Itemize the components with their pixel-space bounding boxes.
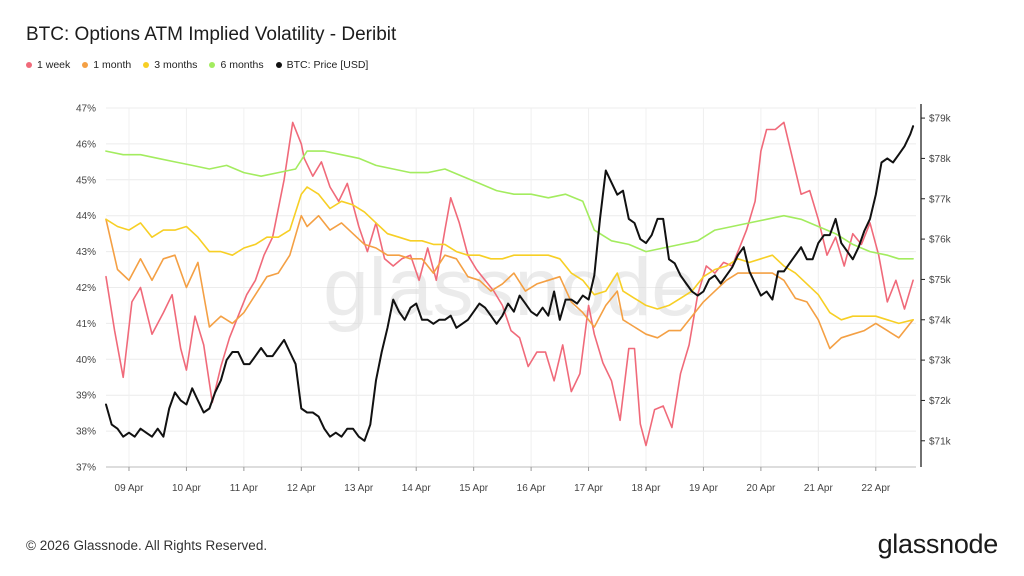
series-line-1-month: [105, 214, 914, 350]
left-tick-label: 37%: [76, 463, 96, 474]
x-tick-label: 11 Apr: [230, 483, 259, 494]
legend-label: BTC: Price [USD]: [286, 59, 369, 71]
left-tick-label: 45%: [76, 175, 96, 186]
chart-title: BTC: Options ATM Implied Volatility - De…: [26, 24, 397, 45]
right-tick-label: $78k: [929, 154, 952, 165]
series-line-btc-price-usd: [105, 125, 915, 442]
legend-dot-icon: [82, 62, 89, 68]
x-tick-label: 19 Apr: [689, 483, 719, 494]
right-tick-label: $76k: [929, 235, 952, 246]
legend-label: 6 months: [220, 59, 264, 71]
legend-item[interactable]: 3 months: [143, 59, 197, 71]
left-tick-label: 43%: [76, 247, 96, 258]
x-tick-label: 22 Apr: [861, 483, 891, 494]
right-tick-label: $79k: [929, 114, 952, 125]
legend-dot-icon: [275, 62, 282, 68]
chart-legend: 1 week 1 month 3 months 6 months BTC: Price …: [26, 59, 368, 71]
x-tick-label: 17 Apr: [574, 483, 604, 494]
right-tick-label: $72k: [929, 396, 952, 407]
x-tick-label: 09 Apr: [115, 483, 145, 494]
left-tick-label: 38%: [76, 427, 96, 438]
series-line-3-months: [105, 186, 914, 325]
legend-label: 1 week: [37, 59, 71, 71]
right-tick-label: $73k: [929, 356, 952, 367]
x-tick-label: 10 Apr: [172, 483, 202, 494]
x-tick-label: 18 Apr: [632, 483, 662, 494]
left-y-axis: 37% 38% 39% 40% 41% 42% 43% 44% 45% 46% 47%: [76, 104, 96, 474]
x-axis: 09 Apr 10 Apr 11 Apr 12 Apr 13 Apr 14 Apr 15 A…: [106, 466, 916, 494]
legend-item[interactable]: 1 week: [26, 59, 70, 71]
series-line-6-months: [105, 150, 914, 260]
left-tick-label: 42%: [76, 283, 96, 294]
x-tick-label: 13 Apr: [344, 483, 374, 494]
legend-item[interactable]: BTC: Price [USD]: [275, 59, 369, 71]
brand-logo: glassnode: [877, 529, 999, 559]
x-tick-label: 20 Apr: [746, 483, 776, 494]
left-tick-label: 46%: [76, 139, 96, 150]
legend-item[interactable]: 6 months: [209, 59, 264, 71]
series-lines: [105, 121, 915, 447]
right-y-axis: $71k $72k $73k $74k $75k $76k $77k $78k $79k: [920, 104, 952, 467]
right-tick-label: $71k: [929, 436, 952, 447]
left-tick-label: 41%: [76, 319, 96, 330]
x-tick-label: 12 Apr: [287, 483, 317, 494]
x-tick-label: 15 Apr: [459, 483, 489, 494]
legend-dot-icon: [26, 62, 32, 68]
left-tick-label: 47%: [76, 104, 96, 115]
left-tick-label: 40%: [76, 355, 96, 366]
legend-dot-icon: [143, 62, 150, 68]
left-tick-label: 39%: [76, 391, 96, 402]
legend-label: 1 month: [93, 59, 132, 71]
x-tick-label: 16 Apr: [517, 483, 547, 494]
legend-item[interactable]: 1 month: [82, 59, 131, 71]
right-tick-label: $74k: [929, 315, 952, 326]
legend-dot-icon: [209, 62, 216, 68]
right-tick-label: $77k: [929, 194, 952, 205]
copyright-text: © 2026 Glassnode. All Rights Reserved.: [26, 538, 268, 553]
legend-label: 3 months: [154, 59, 198, 71]
x-tick-label: 14 Apr: [402, 483, 432, 494]
x-tick-label: 21 Apr: [804, 483, 834, 494]
left-tick-label: 44%: [76, 211, 96, 222]
right-tick-label: $75k: [929, 275, 952, 286]
series-line-1-week: [105, 121, 914, 447]
